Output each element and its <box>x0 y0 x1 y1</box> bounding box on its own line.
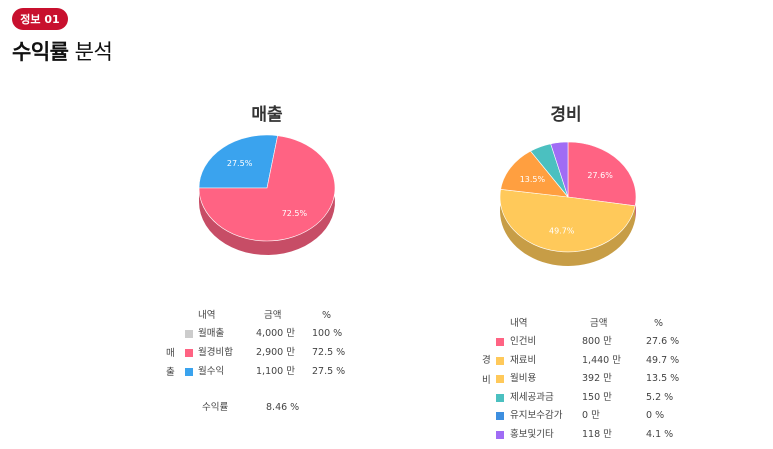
sales-name: 월경비합 <box>198 347 233 358</box>
expense-pct: 0 % <box>646 410 665 421</box>
expense-name: 재료비 <box>510 354 537 366</box>
expense-legend-swatch <box>496 356 504 365</box>
sales-amount: 4,000 만 <box>256 328 295 339</box>
pie-data-label: 49.7% <box>549 227 575 236</box>
pie-slice <box>198 135 336 242</box>
expense-name: 월비용 <box>510 373 537 384</box>
expense-name: 유지보수감가 <box>510 410 563 421</box>
sales-row: 월매출 4,000 만 100 % <box>160 326 360 342</box>
expense-legend-swatch <box>496 375 504 383</box>
sales-amount: 2,900 만 <box>256 347 295 358</box>
expense-amount: 118 만 <box>582 428 612 440</box>
pie-slice <box>198 134 278 189</box>
pie-slice <box>567 141 637 207</box>
sales-side-label-2: 출 <box>166 367 175 378</box>
expense-legend-swatch <box>496 412 504 420</box>
expense-row: 홍보및기타 118 만 4.1 % <box>490 427 690 443</box>
pie-data-label: 27.6% <box>587 171 613 180</box>
expense-pct: 49.7 % <box>646 354 680 366</box>
expense-pct: 4.1 % <box>646 428 674 440</box>
pie-slice-side <box>500 189 636 266</box>
sales-header-name: 내역 <box>198 310 216 321</box>
sales-row: 월경비합 2,900 만 72.5 % <box>160 345 360 361</box>
pie-data-label: 13.5% <box>520 175 546 184</box>
sales-name: 월수익 <box>198 366 225 377</box>
profit-rate-label: 수익률 <box>202 402 229 413</box>
expense-amount: 392 만 <box>582 373 612 384</box>
sales-legend-swatch <box>185 330 193 338</box>
expense-header-name: 내역 <box>510 318 528 329</box>
expense-amount: 1,440 만 <box>582 354 621 366</box>
expense-row: 유지보수감가 0 만 0 % <box>490 408 690 424</box>
expense-legend-swatch <box>496 430 504 439</box>
expense-side-label-2: 비 <box>482 375 491 386</box>
expense-chart-title: 경비 <box>550 105 582 125</box>
sales-legend-swatch <box>185 349 193 357</box>
expense-row: 재료비 1,440 만 49.7 % <box>490 353 690 369</box>
pie-slice <box>500 150 569 198</box>
sales-pct: 27.5 % <box>312 366 346 377</box>
expense-row: 인건비 800 만 27.6 % <box>490 334 690 350</box>
sales-table: 내역 금액 % 월매출 4,000 만 100 % 월경비합 2,900 만 72.5 %… <box>160 308 360 418</box>
sales-amount: 1,100 만 <box>256 366 295 377</box>
expense-table-header: 내역 금액 % <box>490 316 690 332</box>
sales-row: 월수익 1,100 만 27.5 % <box>160 364 360 380</box>
sales-pct: 100 % <box>312 328 343 339</box>
pie-data-label: 27.5% <box>227 159 253 168</box>
expense-amount: 0 만 <box>582 410 600 421</box>
expense-legend-swatch <box>496 393 504 402</box>
expense-pct: 27.6 % <box>646 336 680 347</box>
expense-pct: 13.5 % <box>646 373 680 384</box>
sales-side-label-1: 매 <box>166 348 175 359</box>
sales-table-header: 내역 금액 % <box>160 308 360 324</box>
info-badge: 정보 01 <box>12 8 68 30</box>
expense-row: 월비용 392 만 13.5 % <box>490 371 690 387</box>
pie-slice <box>499 189 636 253</box>
expense-legend-swatch <box>496 338 504 346</box>
page-title: 수익률 분석 <box>12 36 113 66</box>
profit-rate-row: 수익률 8.46 % <box>160 400 360 416</box>
expense-name: 홍보및기타 <box>510 428 554 440</box>
expense-name: 제세공과금 <box>510 391 554 403</box>
profit-rate-value: 8.46 % <box>266 402 300 413</box>
expense-table: 내역 금액 % 인건비 800 만 27.6 % 재료비 1,440 만 49.7 % 월비… <box>490 316 690 446</box>
expense-side-label-1: 경 <box>482 355 491 366</box>
sales-name: 월매출 <box>198 328 225 339</box>
sales-header-pct: % <box>322 310 332 321</box>
expense-row: 제세공과금 150 만 5.2 % <box>490 390 690 406</box>
sales-legend-swatch <box>185 368 193 376</box>
pie-slice <box>550 141 569 198</box>
page-title-strong: 수익률 <box>12 40 69 64</box>
expense-name: 인건비 <box>510 336 537 347</box>
sales-pct: 72.5 % <box>312 347 346 358</box>
sales-chart-title: 매출 <box>251 105 283 125</box>
pie-data-label: 72.5% <box>282 209 308 218</box>
expense-pct: 5.2 % <box>646 391 674 403</box>
expense-amount: 150 만 <box>582 391 612 403</box>
page-title-rest: 분석 <box>74 40 113 64</box>
sales-header-amount: 금액 <box>264 310 282 321</box>
expense-header-pct: % <box>654 318 664 329</box>
expense-header-amount: 금액 <box>590 318 608 329</box>
expense-amount: 800 만 <box>582 336 612 347</box>
